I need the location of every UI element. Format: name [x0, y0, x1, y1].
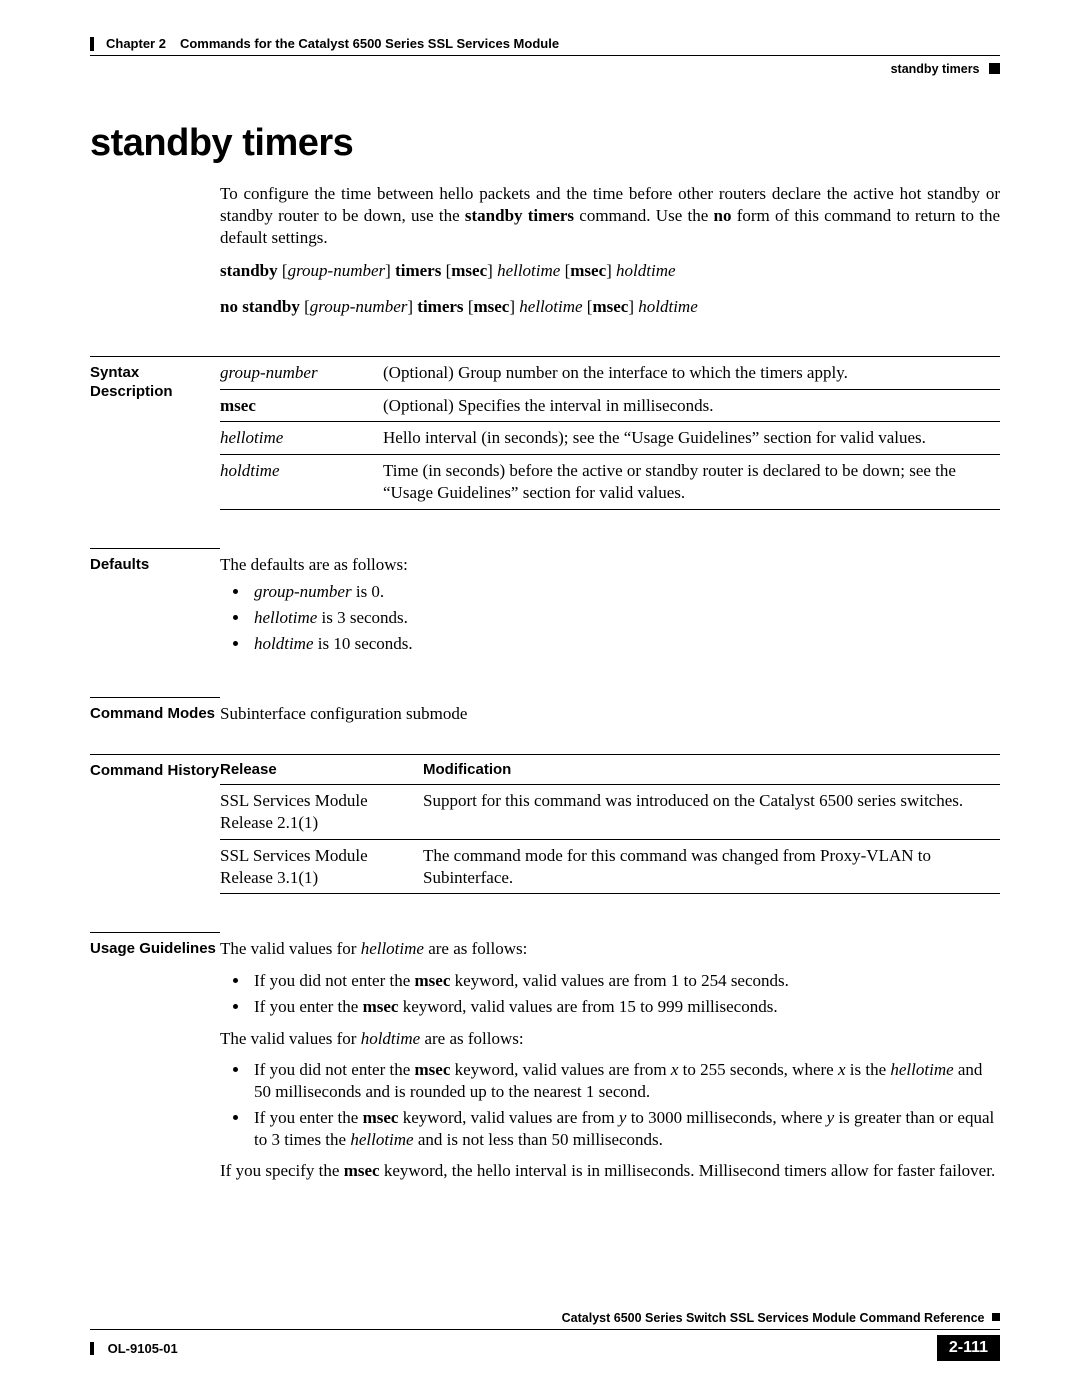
syntax-desc: (Optional) Specifies the interval in mil…	[383, 389, 1000, 422]
intro-paragraph: To configure the time between hello pack…	[220, 183, 1000, 248]
section-tag-text: standby timers	[891, 62, 980, 76]
syntax-line: standby [group-number] timers [msec] hel…	[220, 260, 1000, 282]
section-tag: standby timers	[90, 62, 1000, 76]
header-rule	[90, 55, 1000, 56]
syntax-desc: (Optional) Group number on the interface…	[383, 356, 1000, 389]
command-modes-text: Subinterface configuration submode	[220, 704, 467, 723]
defaults-intro: The defaults are as follows:	[220, 555, 408, 574]
usage-list: If you did not enter the msec keyword, v…	[220, 1059, 1000, 1150]
syntax-term: hellotime	[220, 422, 383, 455]
command-modes-section: Command Modes Subinterface configuration…	[90, 697, 1000, 725]
syntax-line: no standby [group-number] timers [msec] …	[220, 296, 1000, 318]
footer-doc-id: OL-9105-01	[90, 1341, 178, 1356]
col-release: Release	[220, 755, 423, 785]
section-heading: Defaults	[90, 548, 220, 574]
history-release: SSL Services Module Release 2.1(1)	[220, 785, 423, 840]
section-heading: Usage Guidelines	[90, 932, 220, 958]
syntax-term: group-number	[220, 356, 383, 389]
page-header: Chapter 2 Commands for the Catalyst 6500…	[90, 36, 1000, 51]
defaults-list: group-number is 0. hellotime is 3 second…	[220, 581, 1000, 654]
syntax-desc: Time (in seconds) before the active or s…	[383, 455, 1000, 510]
table-header-row: Release Modification	[220, 755, 1000, 785]
usage-paragraph: The valid values for hellotime are as fo…	[220, 938, 1000, 960]
chapter-number: Chapter 2	[106, 36, 166, 51]
defaults-section: Defaults The defaults are as follows: gr…	[90, 548, 1000, 659]
usage-guidelines-section: Usage Guidelines The valid values for he…	[90, 932, 1000, 1192]
syntax-term: msec	[220, 389, 383, 422]
list-item: If you did not enter the msec keyword, v…	[250, 970, 1000, 992]
history-table: Release Modification SSL Services Module…	[220, 754, 1000, 894]
footer-bar-icon	[90, 1342, 94, 1355]
list-item: If you enter the msec keyword, valid val…	[250, 1107, 1000, 1151]
section-heading: Command History	[90, 754, 220, 780]
syntax-term: holdtime	[220, 455, 383, 510]
footer-book-text: Catalyst 6500 Series Switch SSL Services…	[562, 1311, 985, 1325]
table-row: SSL Services Module Release 2.1(1) Suppo…	[220, 785, 1000, 840]
col-modification: Modification	[423, 755, 1000, 785]
page-title: standby timers	[90, 122, 1000, 165]
list-item: hellotime is 3 seconds.	[250, 607, 1000, 629]
table-row: msec (Optional) Specifies the interval i…	[220, 389, 1000, 422]
doc-id-text: OL-9105-01	[108, 1341, 178, 1356]
list-item: holdtime is 10 seconds.	[250, 633, 1000, 655]
list-item: If you did not enter the msec keyword, v…	[250, 1059, 1000, 1103]
table-row: holdtime Time (in seconds) before the ac…	[220, 455, 1000, 510]
list-item: group-number is 0.	[250, 581, 1000, 603]
table-row: group-number (Optional) Group number on …	[220, 356, 1000, 389]
square-icon	[992, 1313, 1000, 1321]
usage-paragraph: If you specify the msec keyword, the hel…	[220, 1160, 1000, 1182]
usage-list: If you did not enter the msec keyword, v…	[220, 970, 1000, 1018]
section-heading: Command Modes	[90, 697, 220, 723]
history-mod: The command mode for this command was ch…	[423, 839, 1000, 894]
syntax-table: group-number (Optional) Group number on …	[220, 356, 1000, 510]
footer-book-title: Catalyst 6500 Series Switch SSL Services…	[90, 1311, 1000, 1325]
header-bar-icon	[90, 37, 94, 51]
command-history-section: Command History Release Modification SSL…	[90, 754, 1000, 894]
usage-paragraph: The valid values for holdtime are as fol…	[220, 1028, 1000, 1050]
syntax-description-section: Syntax Description group-number (Optiona…	[90, 356, 1000, 510]
chapter-title: Commands for the Catalyst 6500 Series SS…	[180, 36, 559, 51]
list-item: If you enter the msec keyword, valid val…	[250, 996, 1000, 1018]
history-mod: Support for this command was introduced …	[423, 785, 1000, 840]
intro-block: To configure the time between hello pack…	[220, 183, 1000, 318]
footer-rule	[90, 1329, 1000, 1331]
page-number: 2-111	[937, 1335, 1000, 1361]
square-icon	[989, 63, 1000, 74]
table-row: hellotime Hello interval (in seconds); s…	[220, 422, 1000, 455]
syntax-desc: Hello interval (in seconds); see the “Us…	[383, 422, 1000, 455]
syntax-lines: standby [group-number] timers [msec] hel…	[220, 260, 1000, 318]
section-heading: Syntax Description	[90, 356, 220, 401]
page-footer: Catalyst 6500 Series Switch SSL Services…	[90, 1311, 1000, 1361]
history-release: SSL Services Module Release 3.1(1)	[220, 839, 423, 894]
table-row: SSL Services Module Release 3.1(1) The c…	[220, 839, 1000, 894]
